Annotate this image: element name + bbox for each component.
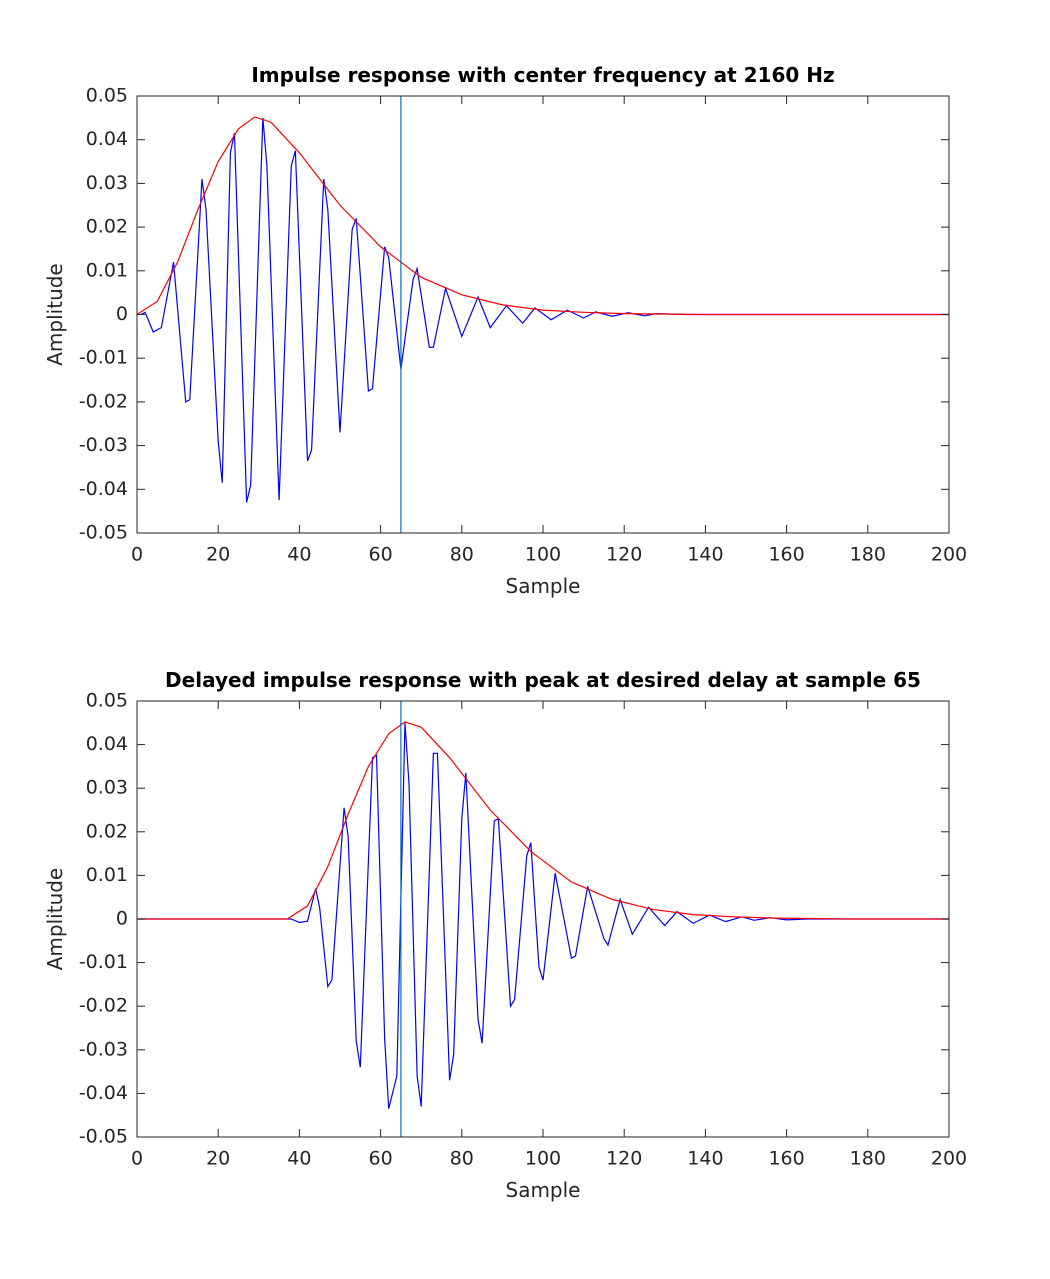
x-tick-label: 80: [450, 544, 474, 566]
x-tick-label: 20: [206, 544, 230, 566]
x-tick-label: 120: [606, 1148, 642, 1170]
x-tick-label: 60: [369, 1148, 393, 1170]
x-tick-label: 180: [850, 1148, 886, 1170]
data-line: [136, 116, 949, 316]
y-tick-label: 0.05: [86, 85, 128, 107]
x-tick-label: 40: [287, 544, 311, 566]
x-tick-label: 140: [687, 544, 723, 566]
y-tick-label: 0.01: [86, 259, 128, 281]
y-tick-label: -0.03: [79, 434, 128, 456]
y-tick-label: -0.02: [79, 995, 128, 1017]
x-tick-label: 120: [606, 544, 642, 566]
chart-title: Delayed impulse response with peak at de…: [165, 668, 921, 692]
x-tick-label: 80: [450, 1148, 474, 1170]
x-tick-label: 40: [287, 1148, 311, 1170]
y-tick-label: 0.03: [86, 777, 128, 799]
y-tick-label: -0.01: [79, 347, 128, 369]
x-tick-label: 0: [131, 544, 143, 566]
y-tick-label: 0.04: [86, 733, 128, 755]
y-tick-label: -0.04: [79, 1082, 128, 1104]
data-line: [137, 722, 949, 1109]
x-axis-label: Sample: [506, 574, 581, 598]
y-tick-label: 0.04: [86, 128, 128, 150]
y-tick-label: -0.04: [79, 478, 128, 500]
y-tick-label: 0: [116, 303, 128, 325]
x-tick-label: 140: [687, 1148, 723, 1170]
chart-title: Impulse response with center frequency a…: [251, 63, 834, 87]
x-tick-label: 160: [768, 1148, 804, 1170]
y-tick-label: 0.03: [86, 172, 128, 194]
y-tick-label: 0: [116, 908, 128, 930]
x-tick-label: 200: [931, 544, 967, 566]
data-line: [137, 721, 949, 920]
y-axis-label: Amplitude: [43, 868, 67, 971]
y-tick-label: -0.02: [79, 390, 128, 412]
x-tick-label: 0: [131, 1148, 143, 1170]
x-tick-label: 200: [931, 1148, 967, 1170]
x-tick-label: 60: [369, 544, 393, 566]
x-tick-label: 100: [525, 1148, 561, 1170]
x-tick-label: 20: [206, 1148, 230, 1170]
y-tick-label: 0.02: [86, 820, 128, 842]
x-axis-label: Sample: [506, 1178, 581, 1202]
y-tick-label: 0.02: [86, 216, 128, 238]
y-tick-label: 0.01: [86, 864, 128, 886]
y-tick-label: -0.05: [79, 1126, 128, 1148]
x-tick-label: 160: [768, 544, 804, 566]
y-tick-label: -0.05: [79, 522, 128, 544]
y-tick-label: -0.03: [79, 1038, 128, 1060]
x-tick-label: 100: [525, 544, 561, 566]
y-tick-label: 0.05: [86, 690, 128, 712]
x-tick-label: 180: [850, 544, 886, 566]
y-axis-label: Amplitude: [43, 263, 67, 366]
data-line: [140, 117, 949, 503]
y-tick-label: -0.01: [79, 951, 128, 973]
